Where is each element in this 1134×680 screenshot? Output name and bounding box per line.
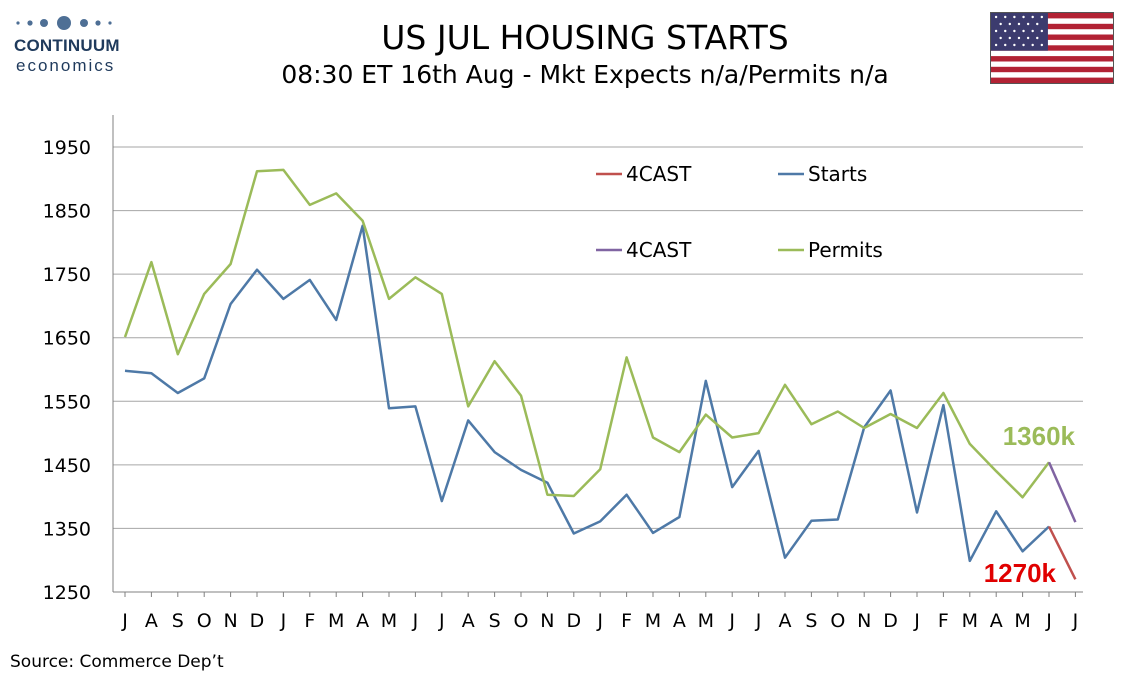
x-tick-label: N — [857, 610, 871, 632]
x-tick-label: J — [596, 610, 603, 632]
x-tick-label: F — [938, 610, 949, 632]
y-tick-label: 1450 — [43, 455, 91, 477]
y-tick-label: 1350 — [43, 518, 91, 540]
logo-name: CONTINUUM — [14, 36, 120, 55]
logo-subtitle: economics — [16, 56, 116, 75]
x-tick-label: M — [962, 610, 978, 632]
x-tick-label: S — [489, 610, 501, 632]
axes — [112, 115, 1083, 597]
annotation-annot-starts: 1270k — [984, 558, 1057, 588]
x-tick-label: J — [121, 610, 128, 632]
legend-label-forecast-permits: 4CAST — [626, 238, 692, 262]
continuum-logo: CONTINUUM economics — [12, 14, 134, 76]
legend: 4CAST Starts 4CAST Permits — [596, 162, 883, 262]
x-tick-label: A — [990, 610, 1003, 632]
x-tick-label: A — [673, 610, 686, 632]
x-tick-label: J — [438, 610, 445, 632]
series-line-forecast-permits — [1047, 461, 1077, 523]
x-tick-label: J — [280, 610, 287, 632]
x-tick-label: A — [462, 610, 475, 632]
annotation-annot-permits: 1360k — [1003, 421, 1076, 451]
x-tick-label: J — [913, 610, 920, 632]
x-tick-label: A — [145, 610, 158, 632]
x-tick-label: J — [1072, 610, 1079, 632]
y-tick-label: 1550 — [43, 391, 91, 413]
x-tick-label: J — [728, 610, 735, 632]
x-tick-label: O — [830, 610, 845, 632]
x-tick-label: F — [621, 610, 632, 632]
gridlines — [113, 146, 1083, 529]
x-tick-label: M — [381, 610, 397, 632]
legend-label-permits: Permits — [808, 238, 883, 262]
legend-label-forecast-starts: 4CAST — [626, 162, 692, 186]
y-tick-label: 1950 — [43, 137, 91, 159]
x-tick-label: A — [356, 610, 369, 632]
x-tick-label: M — [645, 610, 661, 632]
x-tick-label: O — [197, 610, 212, 632]
y-tick-label: 1650 — [43, 328, 91, 350]
chart-subtitle: 08:30 ET 16th Aug - Mkt Expects n/a/Perm… — [281, 60, 889, 89]
x-tick-label: N — [540, 610, 554, 632]
x-tick-label: D — [566, 610, 581, 632]
y-tick-label: 1250 — [43, 582, 91, 604]
x-tick-label: J — [1045, 610, 1052, 632]
x-tick-label: S — [805, 610, 817, 632]
legend-label-starts: Starts — [808, 162, 867, 186]
series-line-permits — [123, 168, 1050, 499]
us-flag-icon — [990, 12, 1114, 84]
x-tick-label: N — [223, 610, 237, 632]
logo-dots-icon — [16, 16, 112, 30]
chart-title: US JUL HOUSING STARTS — [381, 18, 789, 57]
x-tick-label: M — [698, 610, 714, 632]
series-lines — [123, 168, 1077, 580]
series-line-starts — [124, 224, 1050, 563]
x-tick-label: F — [304, 610, 315, 632]
annotations: 1360k 1270k — [984, 421, 1076, 588]
x-tick-label: M — [1014, 610, 1030, 632]
y-tick-label: 1850 — [43, 201, 91, 223]
y-tick-label: 1750 — [43, 264, 91, 286]
series-line-forecast-starts — [1047, 525, 1077, 580]
x-tick-label: A — [779, 610, 792, 632]
x-tick-label: J — [412, 610, 419, 632]
x-tick-label: D — [883, 610, 898, 632]
y-tick-labels: 1250 1350 1450 1550 1650 1750 1850 1950 — [43, 137, 91, 604]
x-tick-label: S — [172, 610, 184, 632]
source-note: Source: Commerce Dep’t — [10, 652, 224, 672]
x-tick-label: M — [328, 610, 344, 632]
x-tick-label: J — [755, 610, 762, 632]
x-tick-label: D — [250, 610, 265, 632]
x-tick-label: O — [514, 610, 529, 632]
